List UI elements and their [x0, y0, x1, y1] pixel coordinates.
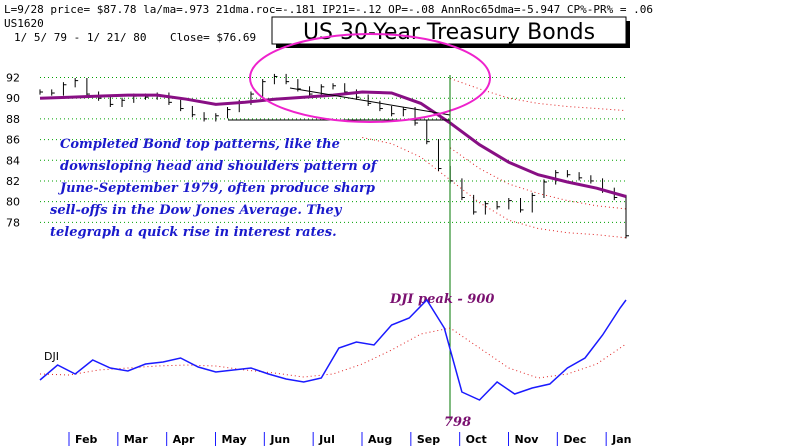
header-symbol: US1620	[4, 17, 44, 30]
bond-y-tick-label: 84	[6, 154, 20, 167]
chart-title: US 30-Year Treasury Bonds	[303, 20, 595, 45]
bond-price-bar	[273, 73, 278, 85]
bond-price-bar	[520, 198, 524, 213]
chart-title-box: US 30-Year Treasury Bonds	[271, 16, 630, 48]
bond-y-tick-label: 86	[6, 134, 20, 147]
bond-y-tick-label: 80	[6, 196, 20, 209]
bond-price-bar	[109, 95, 114, 107]
month-label: Mar	[124, 433, 148, 446]
month-label: Oct	[466, 433, 487, 446]
bond-price-bar	[484, 201, 489, 215]
dji-peak-label: DJI peak - 900	[389, 292, 494, 307]
bond-price-bar	[39, 89, 43, 95]
bond-price-bar	[555, 170, 559, 185]
annotation-line-2: downsloping head and shoulders pattern o…	[60, 159, 379, 174]
month-label: Feb	[75, 433, 98, 446]
dji-line	[39, 298, 627, 401]
annotation-line-4: sell-offs in the Dow Jones Average. They	[50, 203, 343, 218]
dji-low-label: 798	[444, 415, 471, 430]
dji-index-line	[39, 298, 627, 401]
annotation-line-1: Completed Bond top patterns, like the	[60, 137, 340, 152]
month-label: May	[222, 433, 247, 446]
bond-price-bar	[590, 175, 594, 184]
month-label: Nov	[515, 433, 540, 446]
bond-price-bar	[227, 106, 231, 119]
bond-y-tick-label: 90	[6, 92, 20, 105]
bond-price-bar	[402, 106, 407, 117]
bond-price-bar	[121, 97, 126, 107]
bond-price-bar	[191, 105, 196, 118]
bond-price-bar	[414, 106, 419, 126]
dji-moving-average	[39, 327, 627, 379]
month-label: Aug	[368, 433, 392, 446]
bond-price-bar	[262, 79, 266, 97]
month-label: Dec	[563, 433, 586, 446]
month-label: Jan	[611, 433, 631, 446]
bond-y-tick-label: 78	[6, 216, 20, 229]
annotation-line-5: telegraph a quick rise in interest rates…	[50, 225, 337, 240]
annotation-text: Completed Bond top patterns, like the do…	[50, 137, 379, 240]
bond-y-tick-label: 92	[6, 72, 20, 85]
bond-price-bar	[203, 112, 208, 122]
bond-price-bar	[496, 201, 501, 210]
bond-price-bar	[543, 179, 547, 199]
bond-price-bar	[461, 178, 465, 201]
pattern-highlight-ellipse	[249, 33, 491, 123]
bond-gridlines	[40, 77, 626, 223]
month-label: Jul	[318, 433, 335, 446]
bond-price-bar	[62, 82, 67, 96]
month-label: Sep	[417, 433, 440, 446]
bond-price-bar	[367, 94, 372, 106]
bond-price-bar	[625, 194, 629, 239]
dji-ma-line	[39, 327, 627, 379]
header-close: Close= $76.69	[170, 31, 256, 44]
bond-price-bar	[426, 120, 430, 145]
header-stats: L=9/28 price= $87.78 la/ma=.973 21dma.ro…	[4, 3, 653, 16]
bond-price-bar	[215, 113, 219, 122]
bond-price-bar	[566, 170, 571, 178]
bond-price-bar	[531, 192, 536, 213]
bond-y-tick-label: 88	[6, 113, 20, 126]
month-label: Jun	[269, 433, 290, 446]
bond-price-bar	[74, 78, 79, 88]
bond-price-bar	[473, 194, 477, 215]
bond-price-bar	[332, 83, 336, 90]
bond-price-bar	[86, 78, 90, 97]
month-axis: Feb Mar Apr May Jun Jul Aug Sep Oct Nov Dec Jan	[68, 432, 632, 446]
bond-price-bar	[51, 89, 55, 96]
header-date-range: 1/ 5/ 79 - 1/ 21/ 80	[14, 31, 146, 44]
bond-price-bar	[379, 100, 383, 112]
bond-price-bar	[437, 139, 442, 172]
bond-price-bar	[391, 105, 395, 117]
annotation-line-3: June-September 1979, often produce sharp	[57, 181, 375, 196]
bond-price-bar	[168, 92, 172, 105]
month-label: Apr	[173, 433, 195, 446]
bond-price-bar	[285, 73, 290, 85]
dji-label: DJI	[44, 350, 59, 363]
bond-price-bar	[578, 172, 583, 181]
bond-y-tick-label: 82	[6, 175, 20, 188]
bond-price-bar	[180, 99, 184, 112]
bond-y-axis: 92 90 88 86 84 82 80 78	[6, 72, 20, 230]
bond-price-bar	[508, 198, 512, 210]
